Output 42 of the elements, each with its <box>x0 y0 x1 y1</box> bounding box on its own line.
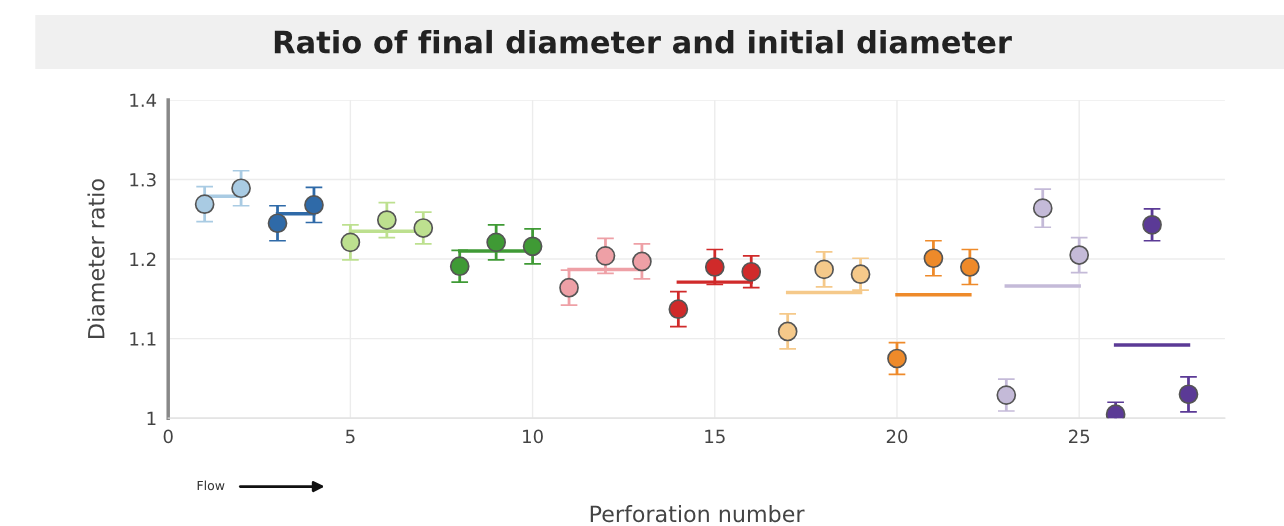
point <box>996 385 1017 405</box>
point <box>522 236 543 257</box>
x-tick-label: 25 <box>1069 429 1090 444</box>
y-tick-label: 1.1 <box>130 332 156 346</box>
point <box>304 195 324 215</box>
point <box>449 256 470 277</box>
point <box>340 232 361 253</box>
point <box>413 218 434 238</box>
point <box>376 210 397 230</box>
point <box>959 257 980 277</box>
point <box>595 246 616 266</box>
point <box>777 321 798 342</box>
x-tick-label: 15 <box>705 429 725 444</box>
x-tick-label: 0 <box>163 429 173 444</box>
text: Flow <box>197 480 225 491</box>
point <box>267 213 288 234</box>
x-tick-label: 20 <box>886 429 908 444</box>
point <box>850 264 871 285</box>
x-tick-label: 10 <box>523 429 543 444</box>
point <box>1178 384 1199 405</box>
point <box>231 178 251 199</box>
point <box>704 257 725 277</box>
point <box>194 194 215 215</box>
point <box>814 259 834 280</box>
point <box>486 232 507 253</box>
point <box>1032 198 1053 219</box>
y-tick-label: 1.4 <box>130 93 157 107</box>
point <box>632 251 652 272</box>
point <box>923 248 944 269</box>
point <box>559 277 579 298</box>
point <box>741 261 762 282</box>
y-tick-label: 1.3 <box>130 172 156 187</box>
point <box>1069 245 1090 265</box>
point <box>668 299 689 320</box>
y-axis-title: Diameter ratio <box>87 179 105 338</box>
point <box>887 348 907 369</box>
point <box>1142 214 1162 235</box>
y-tick-label: 1 <box>147 411 156 426</box>
x-tick-label: 5 <box>346 429 355 444</box>
y-tick-label: 1.2 <box>130 252 156 266</box>
x-axis-title: Perforation number <box>590 505 805 523</box>
chart-title: Ratio of final diameter and initial diameter <box>274 29 1012 54</box>
